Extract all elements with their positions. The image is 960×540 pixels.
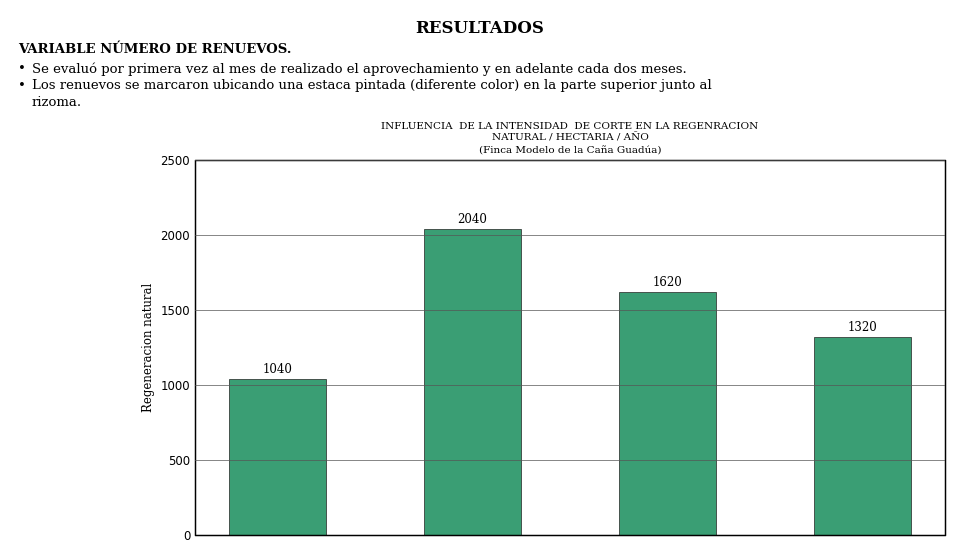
Bar	[229, 379, 326, 535]
Text: 1320: 1320	[848, 321, 877, 334]
Text: VARIABLE NÚMERO DE RENUEVOS.: VARIABLE NÚMERO DE RENUEVOS.	[18, 43, 292, 56]
Text: •: •	[18, 62, 26, 75]
Text: RESULTADOS: RESULTADOS	[416, 20, 544, 37]
Text: 1040: 1040	[263, 363, 293, 376]
Bar	[618, 292, 716, 535]
Bar	[424, 229, 521, 535]
Text: rizoma.: rizoma.	[32, 96, 83, 109]
Bar	[813, 337, 911, 535]
Y-axis label: Regeneracion natural: Regeneracion natural	[142, 283, 155, 412]
Text: 1620: 1620	[653, 276, 683, 289]
Text: Los renuevos se marcaron ubicando una estaca pintada (diferente color) en la par: Los renuevos se marcaron ubicando una es…	[32, 79, 711, 92]
Title: INFLUENCIA  DE LA INTENSIDAD  DE CORTE EN LA REGENRACION
NATURAL / HECTARIA / AÑ: INFLUENCIA DE LA INTENSIDAD DE CORTE EN …	[381, 122, 758, 155]
Text: Se evaluó por primera vez al mes de realizado el aprovechamiento y en adelante c: Se evaluó por primera vez al mes de real…	[32, 62, 686, 76]
Bar	[195, 160, 945, 535]
Text: 2040: 2040	[458, 213, 488, 226]
Text: •: •	[18, 79, 26, 92]
